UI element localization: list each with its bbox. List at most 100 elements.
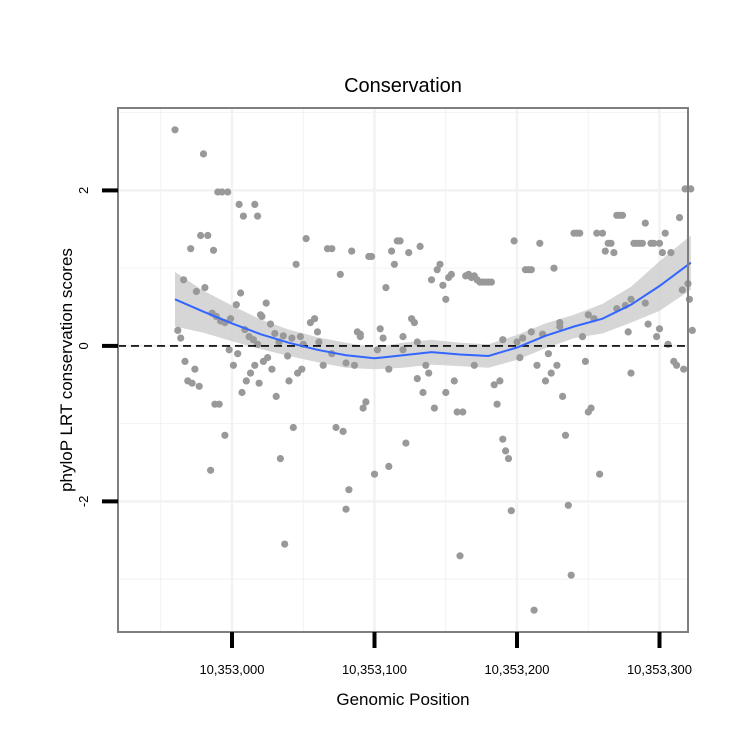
data-point xyxy=(362,398,370,406)
data-point xyxy=(442,388,450,397)
data-point xyxy=(587,404,595,412)
data-point xyxy=(598,229,607,237)
data-point xyxy=(268,365,276,373)
data-point xyxy=(527,266,535,274)
data-point xyxy=(422,361,430,369)
x-axis-label: Genomic Position xyxy=(336,690,469,709)
data-point xyxy=(442,295,450,303)
data-point xyxy=(390,260,398,268)
data-point xyxy=(201,284,209,292)
data-point xyxy=(510,237,518,245)
data-point xyxy=(207,466,215,474)
data-point xyxy=(459,408,467,416)
data-point xyxy=(281,540,289,548)
data-point xyxy=(302,235,310,243)
data-point xyxy=(581,357,590,365)
data-point xyxy=(561,431,570,439)
data-point xyxy=(251,361,259,369)
data-point xyxy=(345,486,353,494)
data-point xyxy=(285,377,293,385)
data-point xyxy=(192,287,200,296)
y-axis-label: phyloP LRT conservation scores xyxy=(57,248,76,492)
data-point xyxy=(342,505,350,513)
data-point xyxy=(272,392,280,400)
data-point xyxy=(453,408,461,416)
data-point xyxy=(262,299,270,307)
data-point xyxy=(256,311,265,319)
data-point xyxy=(541,377,550,385)
data-point xyxy=(578,333,587,341)
data-point xyxy=(298,365,306,373)
data-point xyxy=(413,375,421,383)
data-point xyxy=(227,315,235,323)
data-point xyxy=(661,229,669,237)
data-point xyxy=(405,249,413,257)
data-point xyxy=(450,377,458,385)
data-point xyxy=(385,462,393,470)
smooth-line xyxy=(174,261,692,360)
data-point xyxy=(576,229,584,237)
data-point xyxy=(336,270,344,278)
data-point xyxy=(174,326,182,334)
x-tick-label: 10,353,000 xyxy=(199,662,264,677)
data-point xyxy=(279,332,287,340)
data-point xyxy=(359,404,367,412)
data-point xyxy=(413,338,421,346)
data-point xyxy=(368,252,376,261)
data-point xyxy=(564,501,572,509)
data-point xyxy=(399,346,407,354)
data-point xyxy=(195,382,203,390)
data-point xyxy=(288,334,296,342)
data-point xyxy=(315,338,323,346)
data-point xyxy=(218,188,226,196)
data-point xyxy=(504,455,513,463)
data-point xyxy=(382,284,390,292)
data-point xyxy=(254,340,262,348)
data-point xyxy=(655,325,664,333)
data-point xyxy=(685,295,694,303)
data-point xyxy=(197,231,205,240)
data-point xyxy=(544,350,553,358)
data-point xyxy=(356,333,364,341)
data-point xyxy=(235,200,243,208)
data-point xyxy=(238,388,246,397)
data-point xyxy=(276,455,284,463)
data-point xyxy=(266,320,275,328)
data-point xyxy=(221,431,229,439)
data-point xyxy=(641,299,649,307)
data-point xyxy=(627,369,635,377)
data-point xyxy=(229,361,237,369)
data-point xyxy=(456,552,464,560)
data-point xyxy=(680,365,688,373)
data-point xyxy=(180,276,188,284)
data-point xyxy=(289,423,297,432)
data-point xyxy=(610,249,618,257)
data-point xyxy=(215,400,223,408)
data-point xyxy=(199,150,208,158)
data-point xyxy=(271,329,279,338)
data-point xyxy=(536,239,544,247)
data-point xyxy=(673,361,681,369)
data-point xyxy=(171,126,179,134)
data-point xyxy=(553,361,561,369)
data-point xyxy=(678,286,686,294)
data-point xyxy=(191,365,199,373)
data-point xyxy=(388,247,396,255)
data-point xyxy=(370,470,379,478)
data-point xyxy=(667,249,675,257)
data-point xyxy=(239,212,247,220)
data-point xyxy=(237,289,245,297)
data-point xyxy=(419,388,427,397)
data-point xyxy=(402,439,410,447)
data-point xyxy=(493,400,501,408)
data-point xyxy=(436,260,444,268)
data-point xyxy=(225,346,233,354)
data-point xyxy=(607,239,615,247)
data-point xyxy=(425,369,433,377)
data-point xyxy=(232,301,240,309)
data-point xyxy=(502,447,510,455)
data-point xyxy=(655,239,664,247)
data-point xyxy=(507,507,515,515)
data-point xyxy=(439,281,447,289)
data-point xyxy=(601,247,609,255)
